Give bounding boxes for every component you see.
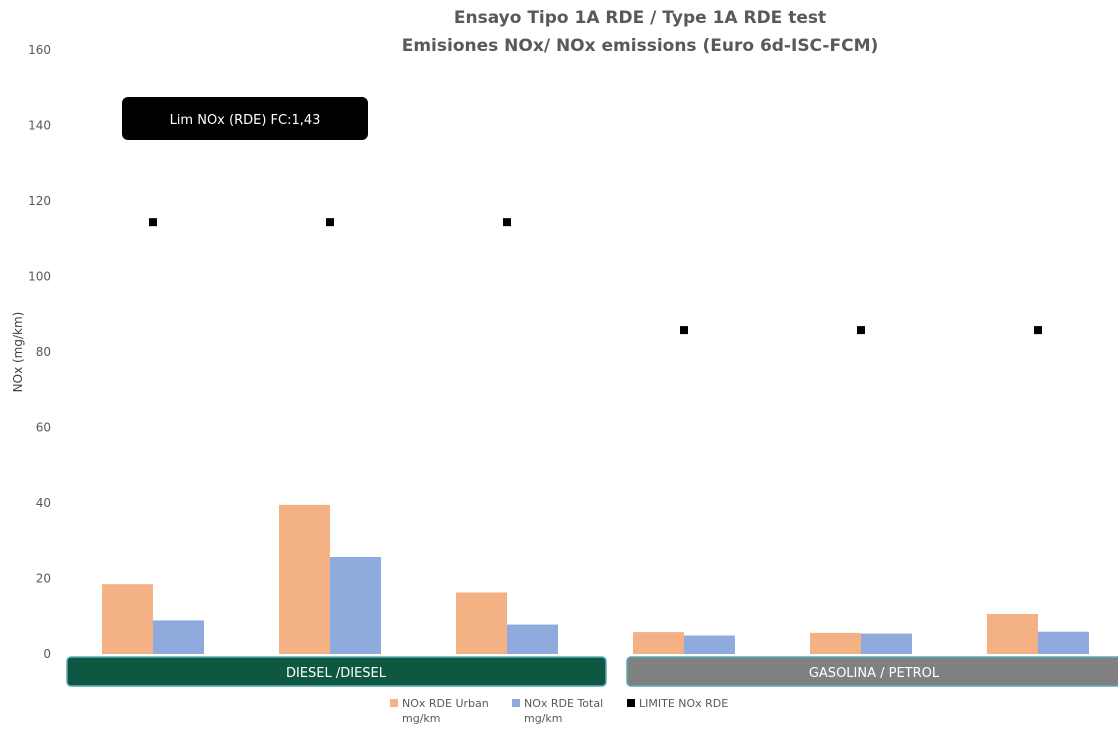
- legend-item-urban: NOx RDE Urban mg/km: [390, 697, 492, 725]
- group-band-diesel-bg: [66, 656, 607, 687]
- bar-urban: [810, 632, 861, 654]
- y-tick-label: 140: [28, 119, 51, 133]
- annotation-note: Lim NOx (RDE) FC:1,43: [122, 97, 368, 140]
- bar-urban: [456, 592, 507, 654]
- group-label-petrol: GASOLINA / PETROL: [809, 666, 940, 681]
- bar-total: [153, 620, 204, 654]
- y-tick-label: 60: [36, 421, 51, 435]
- y-tick-label: 80: [36, 345, 51, 359]
- legend-label-total-line2: mg/km: [524, 712, 563, 725]
- bar-urban: [279, 504, 330, 654]
- y-tick-label: 100: [28, 270, 51, 284]
- legend: NOx RDE Urban mg/km NOx RDE Total mg/km …: [390, 697, 728, 725]
- y-tick-label: 120: [28, 194, 51, 208]
- bar-urban: [102, 584, 153, 654]
- limit-marker: [1034, 326, 1042, 335]
- legend-label-total: NOx RDE Total mg/km: [524, 697, 607, 725]
- group-band-petrol: GASOLINA / PETROL: [626, 656, 1118, 687]
- legend-item-limit: LIMITE NOx RDE: [627, 697, 728, 710]
- limit-marker: [326, 218, 334, 227]
- legend-label-limit: LIMITE NOx RDE: [639, 697, 728, 710]
- y-tick-label: 40: [36, 496, 51, 510]
- legend-label-urban-line2: mg/km: [402, 712, 441, 725]
- group-label-diesel: DIESEL /DIESEL: [286, 666, 387, 681]
- bar-total: [507, 624, 558, 654]
- bar-total: [1038, 631, 1089, 654]
- limit-marker: [857, 326, 865, 335]
- bar-urban: [633, 632, 684, 654]
- bar-urban: [987, 613, 1038, 654]
- legend-item-total: NOx RDE Total mg/km: [512, 697, 607, 725]
- legend-swatch-limit: [627, 699, 635, 707]
- group-band-diesel: DIESEL /DIESEL: [66, 656, 607, 687]
- chart-subtitle: Emisiones NOx/ NOx emissions (Euro 6d-IS…: [402, 36, 879, 56]
- legend-swatch-total: [512, 699, 520, 707]
- limit-marker: [149, 218, 157, 227]
- legend-label-total-line1: NOx RDE Total: [524, 697, 603, 710]
- bar-layer: [102, 504, 1089, 654]
- legend-label-urban-line1: NOx RDE Urban: [402, 697, 489, 710]
- annotation-text: Lim NOx (RDE) FC:1,43: [170, 113, 321, 128]
- legend-label-urban: NOx RDE Urban mg/km: [402, 697, 492, 725]
- group-band-petrol-bg: [626, 656, 1118, 687]
- limit-marker: [680, 326, 688, 335]
- y-axis-label: NOx (mg/km): [11, 312, 25, 393]
- bar-total: [861, 633, 912, 654]
- bar-total: [684, 635, 735, 654]
- legend-swatch-urban: [390, 699, 398, 707]
- chart-title: Ensayo Tipo 1A RDE / Type 1A RDE test: [454, 8, 826, 28]
- y-tick-label: 20: [36, 572, 51, 586]
- y-axis: 0 20 40 60 80 100 120 140 160: [28, 43, 51, 661]
- bar-total: [330, 556, 381, 654]
- y-tick-label: 0: [43, 647, 51, 661]
- limit-marker: [503, 218, 511, 227]
- annotation-box: [122, 97, 368, 140]
- marker-layer: [149, 218, 1042, 335]
- y-tick-label: 160: [28, 43, 51, 57]
